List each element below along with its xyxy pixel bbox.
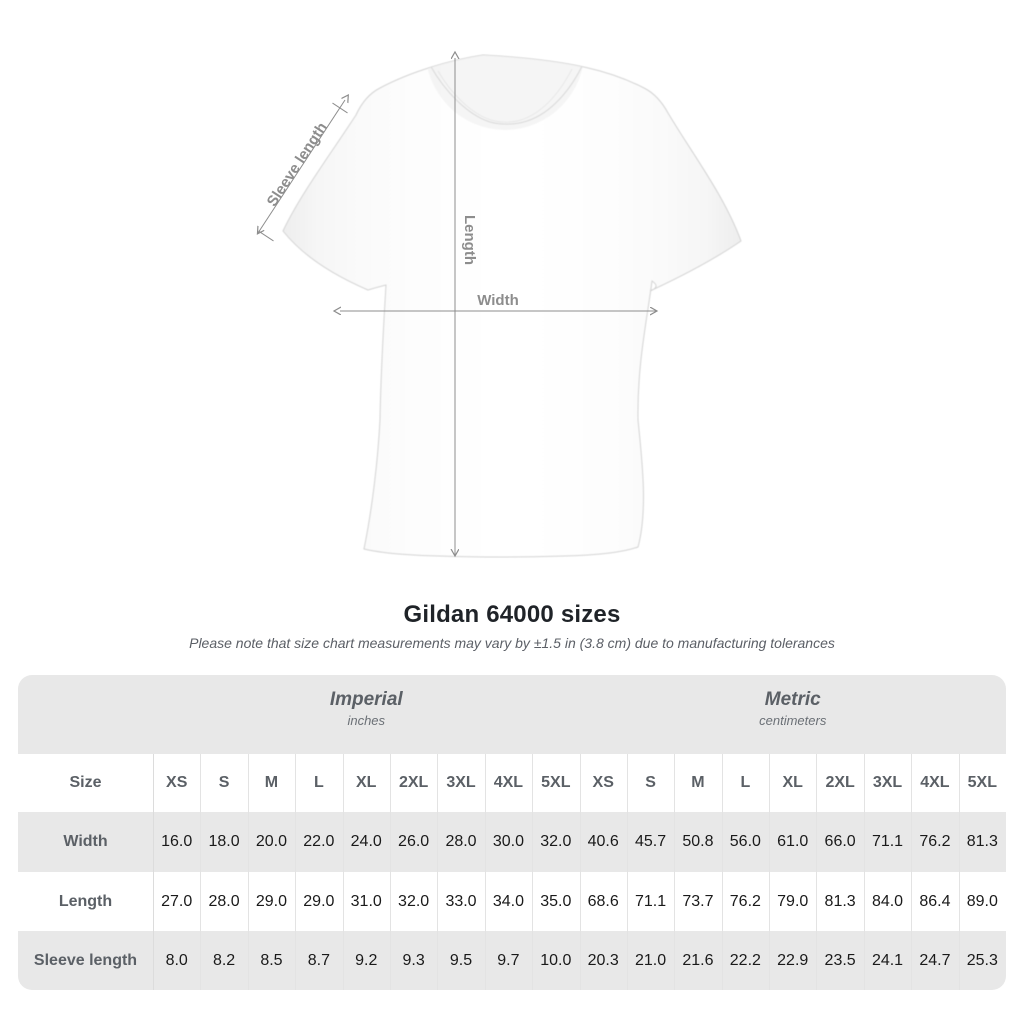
svg-text:Length: Length (461, 215, 478, 265)
svg-text:Width: Width (477, 292, 519, 309)
